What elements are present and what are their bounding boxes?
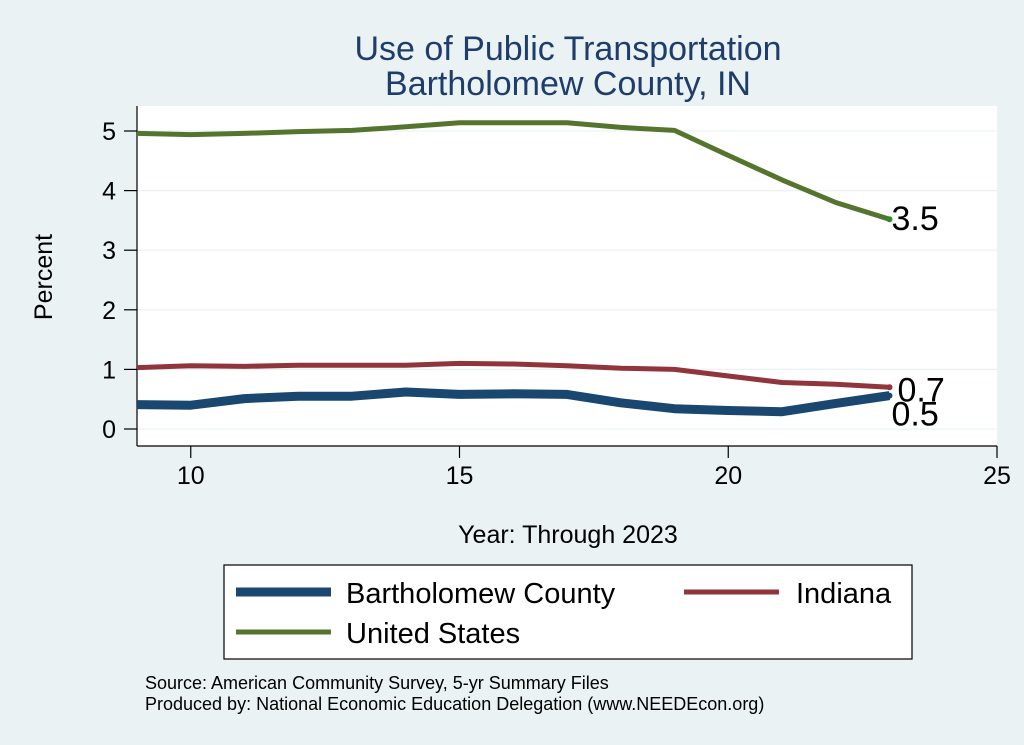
legend-label-bartholomew-county: Bartholomew County [346,578,616,610]
y-tick-label-4: 4 [102,178,116,206]
x-tick-label-15: 15 [446,462,474,490]
series-lines [136,120,891,417]
source-note: Source: American Community Survey, 5-yr … [145,673,609,693]
series-line-united-states [136,120,891,222]
axes: 0 1 2 3 4 5 10 15 20 25 [102,106,1011,490]
end-label-bartholomew-county: 0.5 [892,396,939,434]
chart-title: Use of Public Transportation [354,30,781,68]
y-tick-label-0: 0 [102,416,116,444]
end-label-indiana: 0.7 [898,371,945,409]
x-axis-title: Year: Through 2023 [458,521,678,549]
x-tick-label-25: 25 [983,462,1011,490]
end-point-united-states [886,216,893,223]
gridlines [137,130,997,430]
end-point-bartholomew-county [886,392,893,399]
series-line-indiana [136,360,890,390]
x-tick-label-20: 20 [714,462,742,490]
legend-box [223,564,913,660]
end-point-indiana [886,384,893,391]
y-tick-label-5: 5 [102,118,116,146]
producer-note: Produced by: National Economic Education… [145,694,764,714]
legend-label-united-states: United States [346,618,520,650]
legend-label-indiana: Indiana [796,578,892,610]
x-tick-label-10: 10 [177,462,205,490]
legend: Bartholomew County Indiana United States [223,564,913,660]
chart-subtitle: Bartholomew County, IN [385,65,751,103]
y-tick-label-3: 3 [102,237,116,265]
end-label-united-states: 3.5 [892,200,939,238]
y-tick-label-1: 1 [102,356,116,384]
series-line-bartholomew-county [136,387,891,417]
y-axis-title: Percent [30,234,58,320]
end-labels: 0.50.7 3.5 [886,200,945,434]
plot-area [137,106,997,446]
y-tick-label-2: 2 [102,297,116,325]
